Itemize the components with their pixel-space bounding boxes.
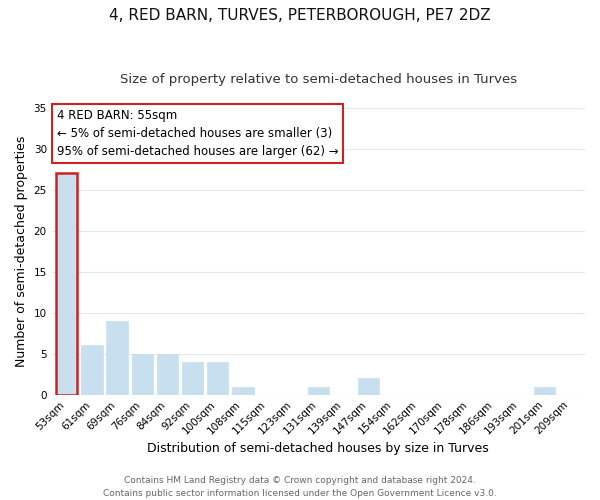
Y-axis label: Number of semi-detached properties: Number of semi-detached properties — [15, 136, 28, 367]
Bar — [81, 346, 103, 395]
Bar — [106, 321, 128, 394]
Bar — [207, 362, 229, 394]
Text: 4 RED BARN: 55sqm
← 5% of semi-detached houses are smaller (3)
95% of semi-detac: 4 RED BARN: 55sqm ← 5% of semi-detached … — [57, 109, 338, 158]
Bar — [308, 386, 329, 394]
Bar — [157, 354, 178, 395]
Bar — [182, 362, 203, 394]
Text: Contains HM Land Registry data © Crown copyright and database right 2024.
Contai: Contains HM Land Registry data © Crown c… — [103, 476, 497, 498]
Bar — [232, 386, 254, 394]
Title: Size of property relative to semi-detached houses in Turves: Size of property relative to semi-detach… — [120, 72, 517, 86]
Bar — [131, 354, 153, 395]
X-axis label: Distribution of semi-detached houses by size in Turves: Distribution of semi-detached houses by … — [148, 442, 489, 455]
Bar — [534, 386, 556, 394]
Bar — [358, 378, 379, 394]
Bar — [56, 173, 77, 394]
Text: 4, RED BARN, TURVES, PETERBOROUGH, PE7 2DZ: 4, RED BARN, TURVES, PETERBOROUGH, PE7 2… — [109, 8, 491, 22]
